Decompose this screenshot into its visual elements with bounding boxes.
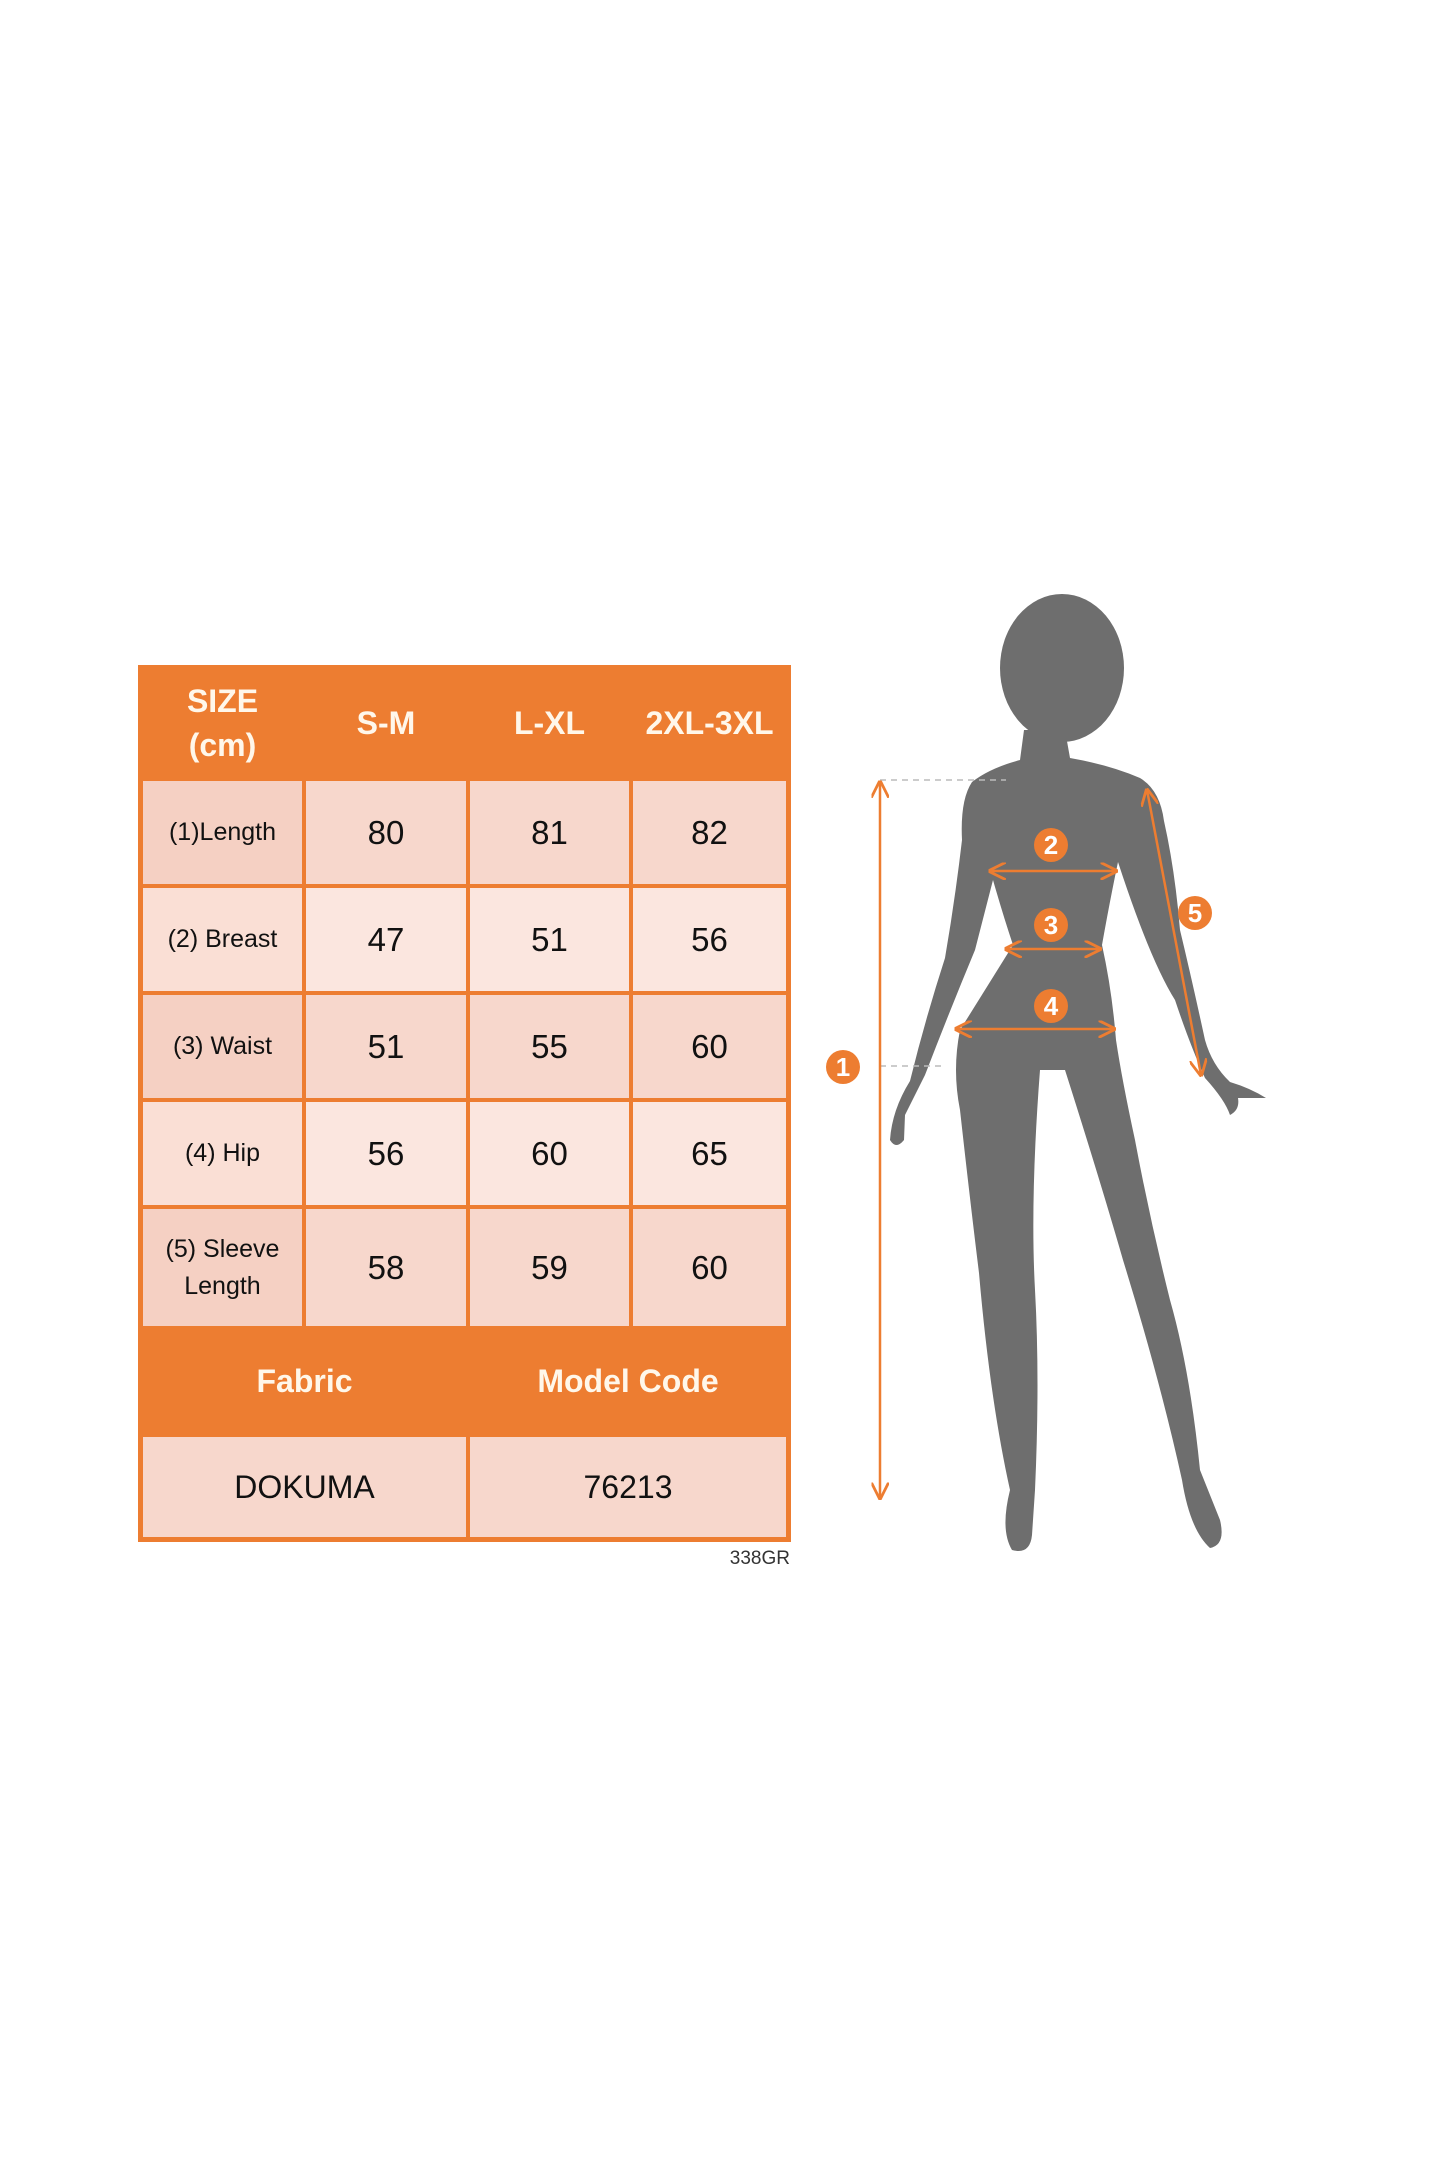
row-label: (2) Breast [141, 886, 304, 993]
footer-value-row: DOKUMA 76213 [141, 1435, 788, 1539]
cell: 81 [468, 779, 631, 886]
cell: 82 [631, 779, 788, 886]
row-label: (5) Sleeve Length [141, 1207, 304, 1328]
measurement-arrows [880, 779, 1201, 1498]
size-header-line2: (cm) [188, 726, 257, 763]
cell: 60 [468, 1100, 631, 1207]
table-row: (2) Breast 47 51 56 [141, 886, 788, 993]
svg-text:2: 2 [1044, 830, 1058, 860]
table-row: (1)Length 80 81 82 [141, 779, 788, 886]
cell: 58 [304, 1207, 468, 1328]
cell: 80 [304, 779, 468, 886]
model-code-header: Model Code [537, 1363, 719, 1399]
size-chart-table: SIZE (cm) S-M L-XL 2XL-3XL (1)Length 80 8… [138, 665, 791, 1542]
cell: 65 [631, 1100, 788, 1207]
row-label-line2: Length [184, 1271, 261, 1300]
product-code: 338GR [729, 1548, 790, 1569]
fabric-value: DOKUMA [141, 1435, 468, 1539]
cell: 59 [468, 1207, 631, 1328]
table-row: (5) Sleeve Length 58 59 60 [141, 1207, 788, 1328]
footer-header-row: Fabric Model Code [141, 1328, 788, 1435]
cell: 56 [304, 1100, 468, 1207]
svg-text:5: 5 [1188, 898, 1202, 928]
header-row: SIZE (cm) S-M L-XL 2XL-3XL [141, 668, 788, 779]
marker-5: 5 [1178, 896, 1212, 930]
cell: 51 [304, 993, 468, 1100]
col-header-s-m: S-M [356, 704, 416, 741]
svg-text:4: 4 [1044, 991, 1059, 1021]
model-code-value: 76213 [468, 1435, 788, 1539]
col-header-2xl-3xl: 2XL-3XL [645, 704, 774, 741]
marker-3: 3 [1034, 908, 1068, 942]
marker-4: 4 [1034, 989, 1068, 1023]
cell: 60 [631, 1207, 788, 1328]
row-label: (4) Hip [141, 1100, 304, 1207]
col-header-l-xl: L-XL [513, 704, 586, 741]
cell: 55 [468, 993, 631, 1100]
cell: 51 [468, 886, 631, 993]
marker-2: 2 [1034, 828, 1068, 862]
cell: 56 [631, 886, 788, 993]
row-label-line1: (5) Sleeve [165, 1235, 280, 1264]
row-label: (1)Length [141, 779, 304, 886]
row-label: (3) Waist [141, 993, 304, 1100]
svg-text:3: 3 [1044, 910, 1058, 940]
marker-1: 1 [826, 1050, 860, 1084]
cell: 47 [304, 886, 468, 993]
table-row: (4) Hip 56 60 65 [141, 1100, 788, 1207]
table-row: (3) Waist 51 55 60 [141, 993, 788, 1100]
sleeve-arrow [1147, 790, 1201, 1075]
cell: 60 [631, 993, 788, 1100]
silhouette [890, 594, 1266, 1551]
fabric-header: Fabric [256, 1363, 353, 1399]
svg-text:1: 1 [836, 1052, 850, 1082]
size-header: SIZE (cm) [141, 668, 304, 779]
size-header-line1: SIZE [186, 683, 259, 720]
